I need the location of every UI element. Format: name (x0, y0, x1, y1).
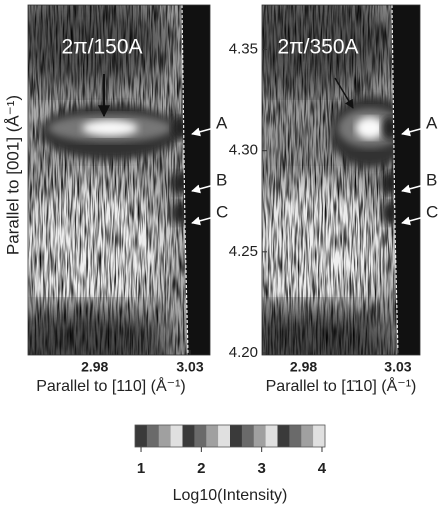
peak-arrow (401, 184, 425, 194)
x-tick-label: 3.03 (176, 359, 203, 375)
x-tick-label: 2.98 (81, 359, 108, 375)
y-tick-label: 4.25 (229, 243, 258, 260)
y-tick-label: 4.35 (229, 40, 258, 57)
colorbar-swatch (301, 425, 314, 447)
x-tick-label: 3.03 (384, 359, 411, 375)
colorbar-swatch (135, 425, 148, 447)
colorbar-swatch (277, 425, 290, 447)
colorbar-label: Log10(Intensity) (173, 487, 288, 504)
colorbar-swatch (253, 425, 266, 447)
colorbar-tick-label: 3 (257, 460, 265, 477)
annotation: 2π/150A (61, 36, 142, 59)
frame (27, 4, 211, 356)
colorbar-swatch (265, 425, 278, 447)
peak-label: B (426, 170, 437, 189)
peak-arrow (401, 127, 425, 137)
colorbar-tick-label: 4 (318, 460, 327, 477)
spot-core (355, 116, 385, 140)
dark-strip (392, 5, 420, 355)
x-tick-label: 2.98 (290, 359, 317, 375)
peak-arrow (191, 127, 215, 137)
y-axis-label: Parallel to [001] (Å⁻¹) (3, 95, 22, 255)
colorbar-swatch (206, 425, 219, 447)
peak-label: A (216, 113, 228, 132)
peak-label: B (216, 170, 227, 189)
annotation: 2π/350A (277, 36, 358, 59)
peak-arrow (191, 184, 215, 194)
y-tick-label: 4.20 (229, 344, 258, 361)
colorbar-swatch (146, 425, 160, 447)
x-axis-label: Parallel to [110] (Å⁻¹) (36, 376, 186, 395)
colorbar-tick-label: 2 (197, 460, 205, 477)
colorbar-swatch (194, 425, 207, 447)
y-tick-label: 4.30 (229, 142, 258, 159)
colorbar-frame (134, 424, 326, 448)
edge-line (391, 5, 399, 355)
colorbar-tick-label: 1 (137, 460, 145, 477)
spot-core (82, 120, 138, 136)
colorbar-swatch (241, 425, 255, 447)
frame (261, 4, 421, 356)
heatmap-panel (262, 5, 420, 355)
colorbar-swatch (170, 425, 183, 447)
dark-strip (182, 5, 210, 355)
colorbar-swatch (182, 425, 195, 447)
arrow (334, 77, 354, 109)
colorbar-swatch (313, 425, 326, 447)
heatmap-panel (28, 5, 210, 355)
colorbar-swatch (230, 425, 243, 447)
peak-label: A (426, 113, 438, 132)
peak-label: C (426, 202, 438, 221)
peak-label: C (216, 202, 228, 221)
peak-arrow (401, 216, 425, 226)
peak-arrow (191, 216, 215, 226)
colorbar-swatch (158, 425, 171, 447)
edge-line (181, 5, 189, 355)
colorbar-swatch (289, 425, 302, 447)
colorbar-swatch (218, 425, 231, 447)
x-axis-label: Parallel to [1̄10] (Å⁻¹) (266, 376, 417, 395)
